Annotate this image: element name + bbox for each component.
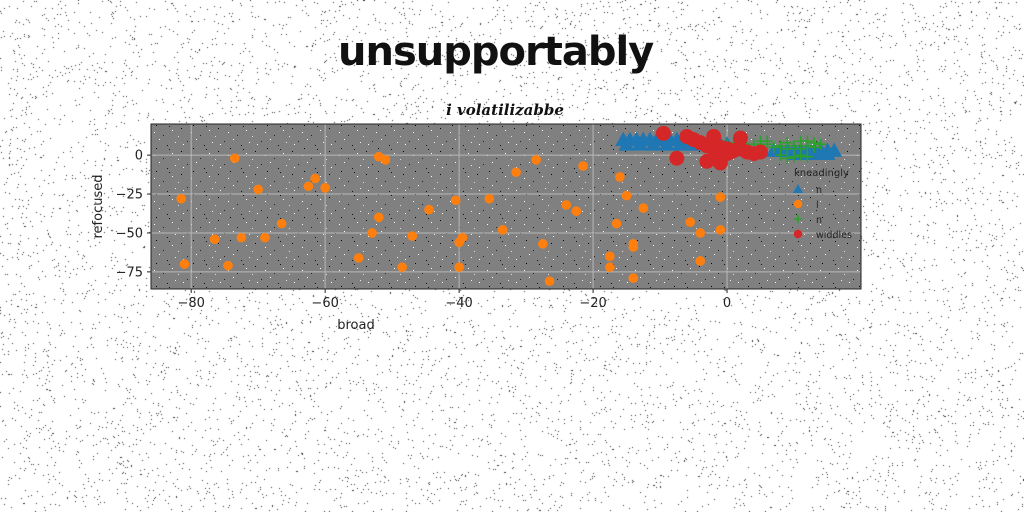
data-point (808, 137, 820, 149)
data-point (781, 137, 793, 149)
data-point (544, 276, 555, 287)
data-point (484, 193, 495, 204)
legend-label: widdles (816, 230, 852, 241)
data-point (658, 136, 675, 151)
y-tick-label: −75 (116, 265, 143, 280)
data-point (781, 152, 793, 164)
data-point (793, 199, 803, 209)
data-point (715, 225, 726, 235)
data-point (276, 218, 287, 229)
data-point (236, 232, 247, 243)
data-point (497, 225, 508, 235)
data-point (793, 214, 803, 224)
data-point (753, 144, 769, 160)
data-point (732, 130, 748, 146)
data-point (454, 237, 464, 248)
data-point (253, 184, 263, 195)
data-point (450, 195, 461, 206)
data-point (628, 273, 639, 283)
data-point (454, 262, 464, 273)
data-point (695, 256, 706, 266)
x-tick-label: −80 (177, 296, 204, 311)
data-point (229, 153, 240, 164)
plot-area: kneadingly nln widdles −80 −60 −40 −20 0 0 −25 −50… (91, 123, 862, 333)
data-point (801, 151, 813, 163)
data-point (655, 125, 671, 141)
x-axis-label: broad (337, 318, 374, 333)
data-point (320, 183, 330, 193)
data-point (538, 239, 548, 249)
data-point (631, 136, 648, 151)
data-point (615, 172, 625, 182)
data-point (260, 232, 270, 243)
data-point (793, 229, 803, 239)
data-point (367, 228, 377, 238)
data-point (712, 147, 728, 163)
y-tick-label: −50 (116, 226, 143, 241)
data-point (685, 217, 695, 227)
data-point (645, 136, 662, 151)
data-point (819, 145, 836, 160)
data-point (618, 136, 635, 151)
data-point (611, 218, 622, 229)
data-point (628, 242, 639, 252)
data-point (310, 173, 320, 184)
data-point (380, 155, 391, 165)
data-point (768, 141, 780, 153)
data-point (407, 231, 418, 241)
data-point (176, 193, 186, 204)
data-point (621, 190, 632, 201)
data-point (801, 135, 813, 147)
data-point (795, 149, 807, 161)
plot-frame (150, 123, 862, 290)
data-point (571, 206, 582, 216)
data-point (672, 136, 689, 151)
data-point (788, 151, 800, 163)
chart-title: i volatilizabbe (446, 101, 564, 119)
y-tick-label: −25 (116, 188, 143, 203)
data-point (303, 181, 314, 192)
data-point (353, 253, 364, 263)
y-axis-label: refocused (91, 175, 106, 239)
data-point (669, 150, 685, 166)
data-point (209, 234, 220, 244)
x-tick-label: 0 (723, 296, 731, 311)
data-point (605, 251, 615, 262)
page-title: unsupportably (338, 29, 654, 75)
data-point (638, 203, 649, 213)
data-point (561, 200, 572, 210)
data-point (373, 212, 384, 223)
data-point (775, 149, 787, 161)
data-point (605, 262, 615, 273)
data-point (788, 140, 800, 152)
data-point (699, 153, 715, 169)
data-point (531, 155, 541, 165)
data-point (179, 259, 190, 269)
data-point (578, 161, 588, 171)
y-tick-label: 0 (135, 149, 143, 164)
data-point (815, 138, 827, 150)
data-point (775, 140, 787, 152)
data-point (793, 184, 803, 193)
x-tick-label: −40 (445, 296, 472, 311)
legend-label: n (816, 185, 822, 196)
data-point (424, 204, 434, 215)
legend-label: n (816, 215, 822, 226)
data-point (715, 192, 726, 202)
data-point (761, 135, 773, 147)
x-tick-label: −60 (311, 296, 338, 311)
data-point (397, 262, 407, 273)
legend-label: l (816, 200, 819, 211)
x-tick-label: −20 (579, 296, 606, 311)
data-point (706, 128, 722, 144)
data-point (511, 167, 521, 178)
data-point (695, 228, 706, 238)
data-point (223, 260, 233, 271)
legend-title: kneadingly (794, 168, 849, 179)
